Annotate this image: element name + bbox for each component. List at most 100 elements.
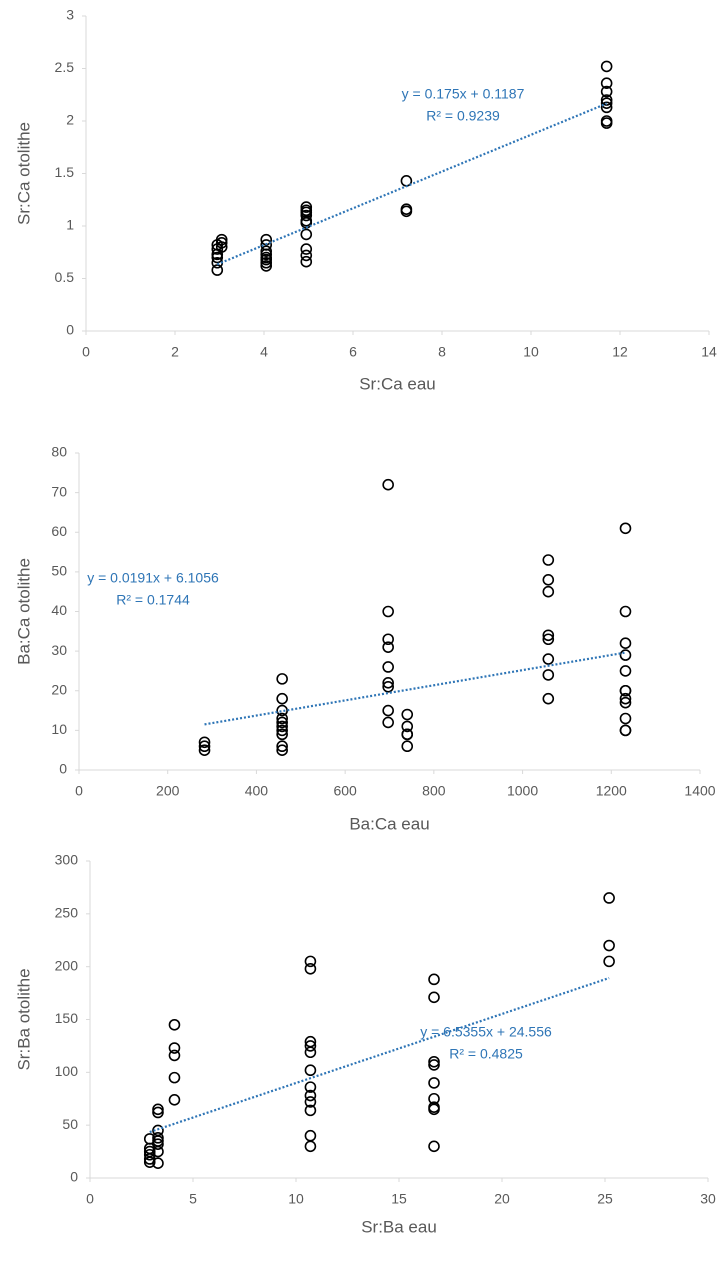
point [600,101,613,114]
point [401,728,414,741]
point [542,669,555,681]
point [428,1055,440,1068]
y-tick-label: 60 [51,523,67,539]
point [304,1064,317,1077]
point [300,201,313,213]
point [619,692,632,705]
point [168,1018,181,1031]
y-tick-label: 2 [66,112,74,128]
x-tick-label: 1400 [684,783,715,799]
x-tick-label: 10 [523,344,539,360]
point [542,585,555,598]
point [382,680,394,693]
point [382,641,394,653]
trendline-equation: R² = 0.4825 [449,1046,523,1062]
point [300,209,313,222]
point [260,260,273,272]
x-tick-label: 14 [701,344,717,360]
y-tick-label: 0 [66,322,74,338]
trendline-equation: y = 0.175x + 0.1187 [402,86,525,102]
trendline [216,102,608,266]
point [428,991,440,1004]
x-tick-label: 0 [75,783,83,799]
point [198,736,211,749]
y-tick-label: 200 [55,957,79,973]
y-tick-label: 300 [55,852,79,868]
point [304,1081,317,1093]
y-tick-label: 1 [66,217,74,233]
point [603,955,615,968]
point [401,720,414,733]
point [382,661,394,673]
trendline [204,651,626,726]
y-axis-title: Ba:Ca otolithe [14,558,33,665]
y-tick-label: 40 [51,602,67,618]
point [428,1092,440,1105]
point [382,633,394,646]
point [260,251,273,264]
y-tick-label: 2.5 [55,59,75,75]
point [382,704,394,717]
point [304,1129,317,1142]
point [603,892,615,904]
point [168,1071,181,1084]
point [382,677,394,689]
x-tick-label: 8 [438,344,446,360]
point [428,1101,440,1114]
point [276,728,288,741]
point [215,237,228,249]
point [619,637,632,650]
y-tick-label: 80 [51,444,67,460]
point [276,712,288,725]
x-tick-label: 20 [494,1191,510,1207]
point [304,1140,317,1153]
point [600,77,613,89]
x-tick-label: 2 [171,344,179,360]
y-tick-label: 100 [55,1063,79,1079]
point [428,1077,440,1089]
y-tick-label: 0 [70,1169,78,1185]
point [619,605,632,618]
point [304,1104,317,1117]
x-tick-label: 12 [612,344,628,360]
point [143,1145,156,1158]
trendline-equation: y = 0.0191x + 6.1056 [87,570,219,586]
point [300,255,313,268]
point [215,233,228,246]
y-tick-label: 30 [51,642,67,658]
point [600,85,613,98]
x-tick-label: 4 [260,344,268,360]
x-axis-title: Ba:Ca eau [349,814,429,833]
x-tick-label: 0 [82,344,90,360]
x-tick-label: 1000 [507,783,538,799]
point [168,1042,181,1054]
x-tick-label: 25 [597,1191,613,1207]
y-tick-label: 20 [51,681,67,697]
point [276,716,288,729]
point [428,1059,440,1071]
x-tick-label: 1200 [596,783,627,799]
trendline-equation: y = 6.5355x + 24.556 [420,1024,552,1040]
point [152,1106,164,1119]
point [276,673,288,685]
x-tick-label: 200 [156,783,180,799]
y-tick-label: 0 [59,761,67,777]
point [542,554,555,566]
x-axis-title: Sr:Ba eau [361,1217,437,1236]
point [382,716,394,729]
point [152,1103,164,1116]
point [300,204,313,217]
y-tick-label: 250 [55,905,79,921]
point [304,955,317,968]
point [382,605,394,618]
point [600,60,613,73]
y-tick-label: 10 [51,721,67,737]
point [619,724,632,737]
point [300,243,313,255]
point [619,684,632,697]
point [542,633,555,646]
point [304,1040,317,1052]
y-axis-title: Sr:Ba otolithe [14,968,33,1070]
x-tick-label: 30 [700,1191,716,1207]
